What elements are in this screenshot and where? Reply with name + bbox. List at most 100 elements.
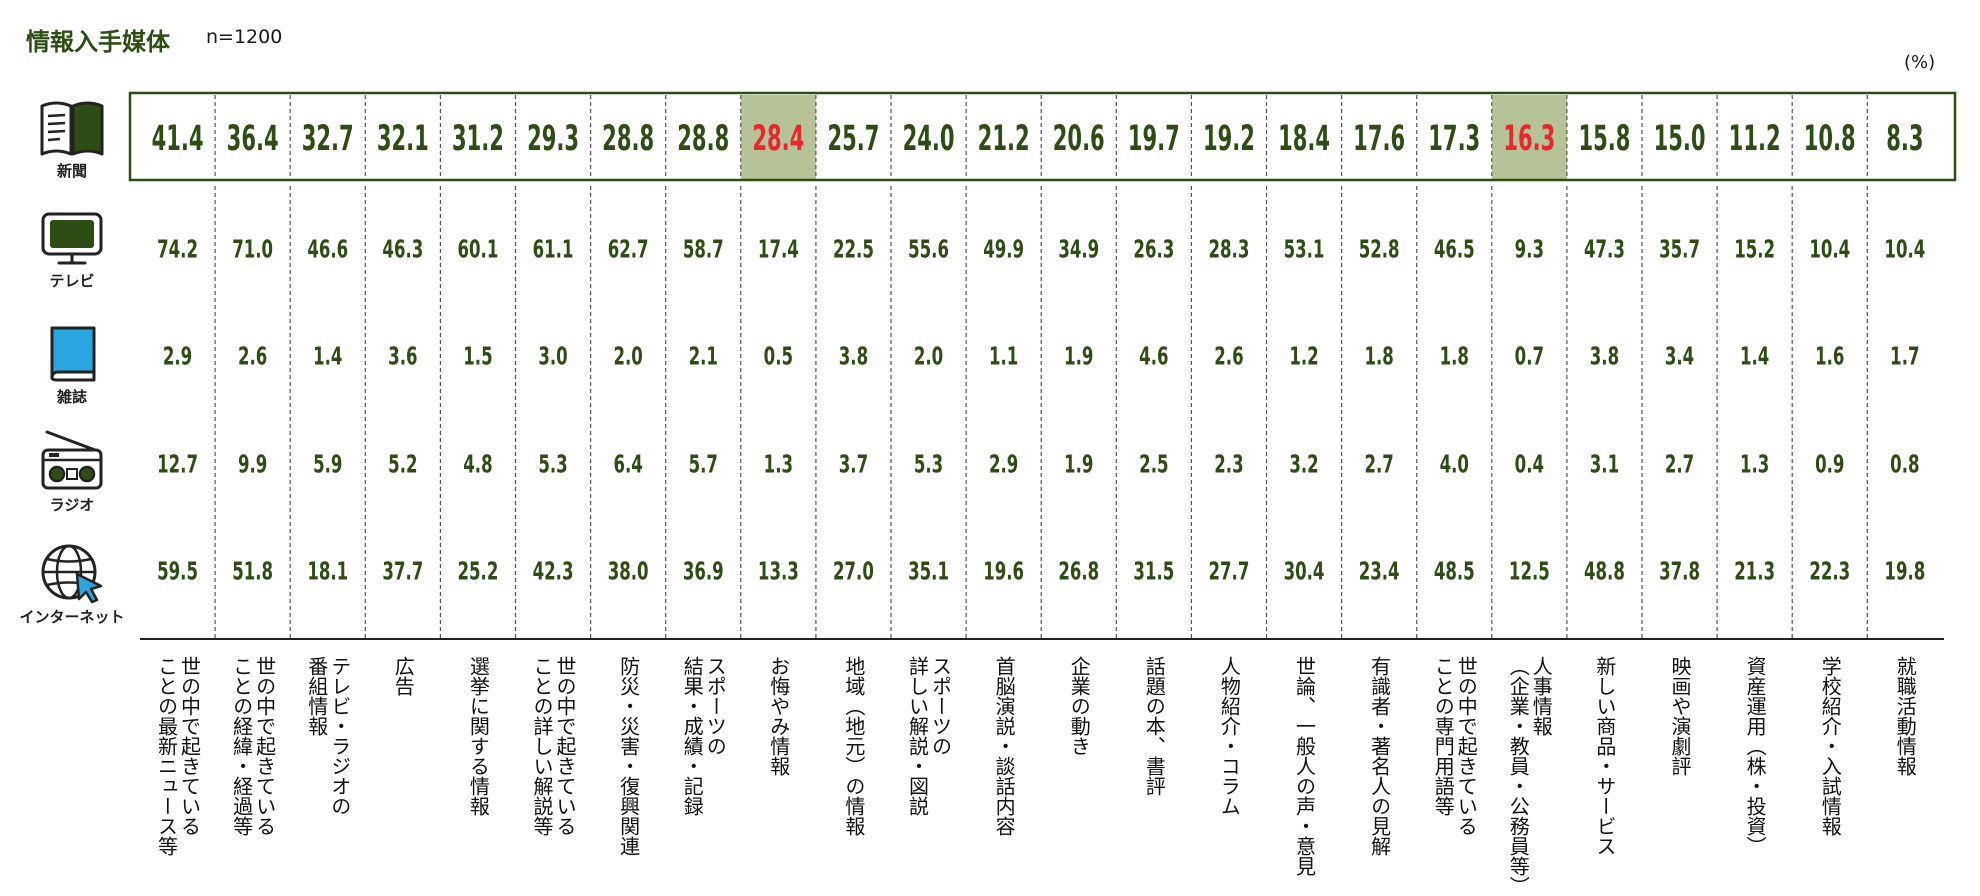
media-value: 9.3 <box>1515 235 1544 265</box>
media-value: 2.0 <box>613 342 642 372</box>
media-tv: テレビ <box>14 210 130 291</box>
media-value: 46.6 <box>307 235 348 265</box>
category-label: 世論、一般人の声・意見 <box>1267 656 1342 876</box>
newspaper-value: 25.7 <box>827 118 879 158</box>
category-label-line: 広告 <box>391 656 416 696</box>
category-label: 就職活動情報 <box>1867 656 1942 776</box>
media-value: 1.9 <box>1064 342 1093 372</box>
newspaper-value: 28.8 <box>677 118 729 158</box>
category-label-line: ことの詳しい解説等 <box>530 656 554 836</box>
media-value: 53.1 <box>1284 235 1325 265</box>
category-label: 地域（地元）の情報 <box>816 656 891 836</box>
media-value: 19.6 <box>983 557 1024 587</box>
media-radio: ラジオ <box>14 428 130 515</box>
category-label-line: 首脳演説・談話内容 <box>992 656 1017 836</box>
internet-icon <box>41 544 103 604</box>
newspaper-value: 19.2 <box>1203 118 1255 158</box>
category-label-line: お悔やみ情報 <box>766 656 791 776</box>
media-value: 17.4 <box>758 235 799 265</box>
category-label: 企業の動き <box>1041 656 1116 756</box>
newspaper-value: 11.2 <box>1729 118 1781 158</box>
media-value: 1.9 <box>1064 450 1093 480</box>
media-value: 2.9 <box>163 342 192 372</box>
media-value: 5.2 <box>388 450 417 480</box>
media-value: 5.9 <box>313 450 342 480</box>
media-value: 2.7 <box>1665 450 1694 480</box>
media-value: 5.7 <box>689 450 718 480</box>
newspaper-value: 10.8 <box>1804 118 1856 158</box>
media-value: 36.9 <box>683 557 724 587</box>
media-value: 10.4 <box>1884 235 1925 265</box>
media-value: 9.9 <box>238 450 267 480</box>
newspaper-value: 15.8 <box>1578 118 1630 158</box>
media-value: 13.3 <box>758 557 799 587</box>
media-value: 0.5 <box>764 342 793 372</box>
media-value: 21.3 <box>1734 557 1775 587</box>
media-value: 1.8 <box>1440 342 1469 372</box>
media-value: 46.5 <box>1434 235 1475 265</box>
media-value: 2.6 <box>238 342 267 372</box>
media-value: 37.8 <box>1659 557 1700 587</box>
newspaper-value: 28.4 <box>752 118 804 158</box>
newspaper-value: 28.8 <box>602 118 654 158</box>
sample-size: n=1200 <box>206 26 283 48</box>
media-value: 1.1 <box>989 342 1018 372</box>
category-label-line: 映画や演劇評 <box>1668 656 1692 776</box>
media-label-tv: テレビ <box>49 272 95 290</box>
category-label: 学校紹介・入試情報 <box>1792 656 1867 836</box>
category-label-line: 人物紹介・コラム <box>1217 656 1242 816</box>
media-value: 23.4 <box>1359 557 1400 587</box>
newspaper-value: 21.2 <box>978 118 1030 158</box>
media-value: 12.7 <box>157 450 198 480</box>
category-label: 人物紹介・コラム <box>1191 656 1266 816</box>
magazine-icon <box>50 326 96 382</box>
newspaper-value: 17.6 <box>1353 118 1405 158</box>
media-value: 46.3 <box>382 235 423 265</box>
media-magazine: 雑誌 <box>14 322 130 407</box>
media-value: 55.6 <box>908 235 949 265</box>
category-label-line: テレビ・ラジオの <box>327 656 352 816</box>
media-value: 58.7 <box>683 235 724 265</box>
category-label-line: 世論、一般人の声・意見 <box>1292 656 1317 876</box>
media-value: 2.7 <box>1364 450 1393 480</box>
category-label: 映画や演劇評 <box>1642 656 1717 776</box>
media-value: 2.9 <box>989 450 1018 480</box>
media-value: 4.8 <box>463 450 492 480</box>
category-label-line: 番組情報 <box>304 656 329 736</box>
media-value: 0.8 <box>1890 450 1919 480</box>
media-value: 42.3 <box>533 557 574 587</box>
media-value: 5.3 <box>538 450 567 480</box>
newspaper-value: 17.3 <box>1428 118 1480 158</box>
media-value: 1.3 <box>764 450 793 480</box>
media-value: 1.8 <box>1364 342 1393 372</box>
media-value: 26.8 <box>1058 557 1099 587</box>
media-value: 37.7 <box>382 557 423 587</box>
category-label: 首脳演説・談話内容 <box>966 656 1041 836</box>
category-label: 新しい商品・サービス <box>1567 656 1642 856</box>
media-value: 62.7 <box>608 235 649 265</box>
media-value: 61.1 <box>533 235 574 265</box>
category-label-line: 就職活動情報 <box>1893 656 1918 776</box>
media-value: 26.3 <box>1133 235 1174 265</box>
media-value: 35.1 <box>908 557 949 587</box>
category-label-line: 選挙に関する情報 <box>466 656 491 816</box>
media-value: 47.3 <box>1584 235 1625 265</box>
category-label: 世の中で起きている ことの詳しい解説等 <box>516 656 591 836</box>
media-value: 4.6 <box>1139 342 1168 372</box>
category-label-line: 世の中で起きている <box>252 656 277 836</box>
newspaper-value: 32.1 <box>377 118 429 158</box>
media-value: 1.7 <box>1890 342 1919 372</box>
category-label: スポーツの 結果・成績・記録 <box>666 656 741 816</box>
category-label: 有識者・著名人の見解 <box>1342 656 1417 856</box>
category-label-line: 防災・災害・復興関連 <box>616 656 641 856</box>
media-value: 2.3 <box>1214 450 1243 480</box>
media-value: 22.3 <box>1809 557 1850 587</box>
category-label: 広告 <box>365 656 440 696</box>
category-label-line: 結果・成績・記録 <box>680 656 705 816</box>
newspaper-value: 20.6 <box>1053 118 1105 158</box>
category-label-line: ことの経緯・経過等 <box>229 656 254 836</box>
newspaper-value: 41.4 <box>152 118 204 158</box>
media-value: 3.8 <box>839 342 868 372</box>
newspaper-value: 31.2 <box>452 118 504 158</box>
